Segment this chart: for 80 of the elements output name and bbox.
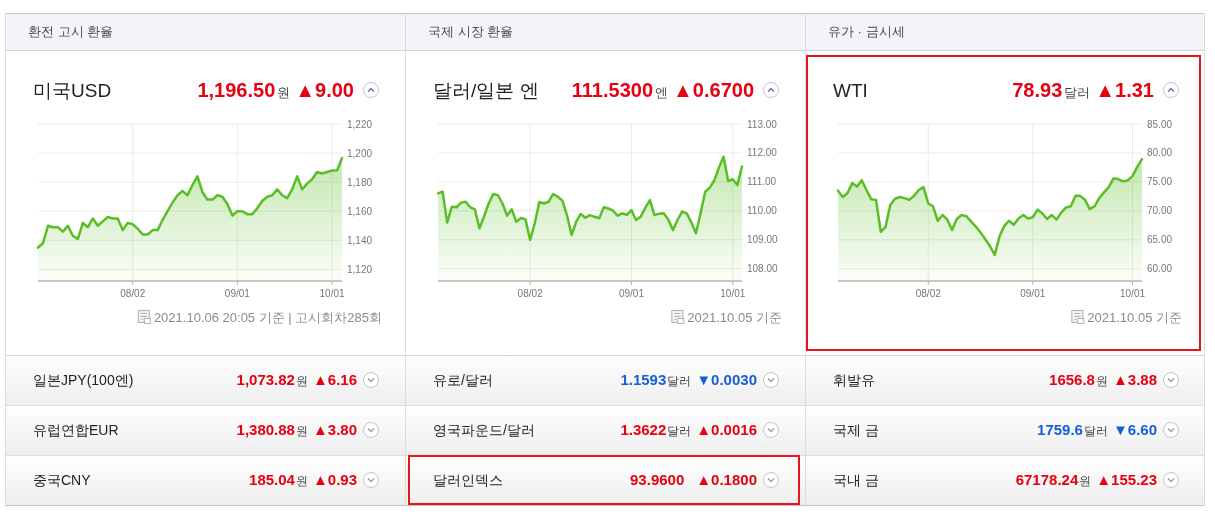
text: 원 (295, 424, 308, 438)
text: 일본JPY(100엔) (33, 372, 134, 388)
chart-subtitle: 달러/일본 엔 (433, 80, 539, 101)
text: ▲0.93 (312, 471, 357, 488)
text: 영국파운드/달러 (433, 422, 535, 438)
x-tick-label: 08/02 (120, 287, 146, 299)
chart-title: 국제 시장 환율 (428, 24, 514, 39)
text: 67178.24 (1015, 471, 1079, 488)
text: ▲155.23 (1096, 471, 1157, 488)
text: 달러인덱스 (433, 472, 503, 488)
x-tick-label: 08/02 (517, 287, 544, 299)
text: 185.04 (249, 471, 296, 488)
text: 유럽연합EUR (33, 422, 119, 438)
text: 1,380.88 (236, 421, 295, 438)
y-tick-label: 109.00 (747, 234, 779, 246)
y-tick-label: 1,120 (347, 263, 373, 275)
text: ▲3.88 (1112, 371, 1157, 388)
text: 국내 금 (833, 472, 879, 488)
text: 1656.8 (1049, 371, 1095, 388)
text: 유로/달러 (433, 372, 493, 388)
text: ▲3.80 (312, 421, 357, 438)
text: 달러 (1064, 85, 1091, 100)
y-tick-label: 1,160 (347, 205, 373, 217)
text: ▼6.60 (1112, 421, 1157, 438)
chart-subtitle: WTI (833, 80, 868, 101)
chart-title: 환전 고시 환율 (28, 24, 114, 39)
text: ▼0.0030 (696, 371, 757, 388)
text: 달러 (667, 424, 692, 438)
text: 원 (295, 474, 308, 488)
text: 1,196.50 (197, 79, 276, 101)
y-tick-label: 1,200 (347, 147, 373, 159)
text: ▲1.31 (1095, 79, 1154, 101)
text: 원 (295, 374, 308, 388)
x-tick-label: 10/01 (720, 287, 746, 299)
text: 달러 (1083, 424, 1108, 438)
x-tick-label: 09/01 (1020, 287, 1046, 299)
text: 달러 (667, 374, 692, 388)
text: 78.93 (1012, 79, 1063, 101)
text: ▲0.1800 (696, 471, 757, 488)
text: ▲0.6700 (673, 79, 754, 101)
text: ▲6.16 (312, 371, 357, 388)
y-tick-label: 65.00 (1147, 234, 1173, 246)
y-tick-label: 113.00 (747, 118, 778, 130)
text: 1759.6 (1037, 421, 1083, 438)
x-tick-label: 08/02 (915, 287, 942, 299)
text: 2021.10.06 20:05 기준 | 고시회차285회 (153, 309, 382, 325)
y-tick-label: 111.00 (747, 176, 777, 188)
text: 1.3622 (620, 421, 667, 438)
text: 엔 (655, 85, 669, 100)
chart-subtitle: 미국USD (33, 80, 112, 101)
y-tick-label: 60.00 (1147, 263, 1173, 275)
y-tick-label: 1,220 (347, 118, 373, 130)
text: 원 (1079, 474, 1092, 488)
y-tick-label: 80.00 (1147, 147, 1173, 159)
y-tick-label: 70.00 (1147, 205, 1173, 217)
text: 1.1593 (620, 371, 667, 388)
text: ▲9.00 (295, 79, 354, 101)
y-tick-label: 85.00 (1147, 118, 1173, 130)
text: 원 (1095, 374, 1108, 388)
text: 93.9600 (630, 471, 685, 488)
x-tick-label: 09/01 (618, 287, 645, 299)
y-tick-label: 112.00 (747, 147, 778, 159)
x-tick-label: 09/01 (224, 287, 251, 299)
y-tick-label: 1,180 (347, 176, 373, 188)
y-tick-label: 1,140 (347, 234, 373, 246)
x-tick-label: 10/01 (1119, 287, 1146, 299)
text: 원 (277, 85, 291, 100)
text: 휘발유 (833, 372, 875, 388)
text: 중국CNY (33, 472, 92, 488)
y-tick-label: 110.00 (747, 205, 778, 217)
text: ▲0.0016 (696, 421, 757, 438)
x-tick-label: 10/01 (319, 287, 345, 299)
y-tick-label: 108.00 (747, 263, 779, 275)
text: 1,073.82 (236, 371, 295, 388)
text: 국제 금 (833, 422, 879, 438)
text: 2021.10.05 기준 (1087, 309, 1182, 325)
chart-title: 유가 · 금시세 (828, 24, 905, 39)
text: 111.5300 (571, 79, 654, 101)
y-tick-label: 75.00 (1147, 176, 1173, 188)
text: 2021.10.05 기준 (687, 309, 782, 325)
